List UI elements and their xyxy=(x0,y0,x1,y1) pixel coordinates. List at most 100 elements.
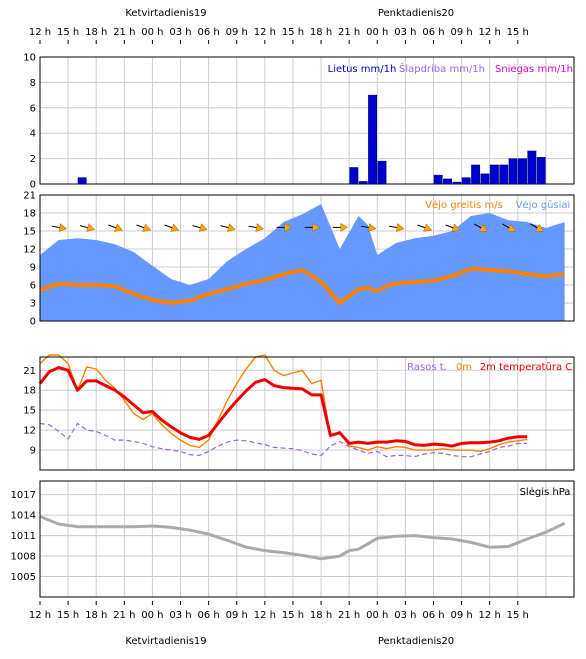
time-tick-bottom: 21 h xyxy=(113,610,135,621)
y-tick-label: 18 xyxy=(23,209,36,220)
day-label-bottom: Penktadienis20 xyxy=(378,636,454,647)
rain-bar xyxy=(499,164,509,185)
y-tick-label: 1017 xyxy=(11,490,36,501)
dew-point-legend: Rasos t. xyxy=(407,362,447,373)
wind-direction-arrow xyxy=(417,223,433,232)
rain-bar xyxy=(433,174,443,185)
arrow-head xyxy=(506,223,516,232)
arrow-head xyxy=(170,223,180,232)
rain-bar xyxy=(480,173,490,185)
wind-gust-area xyxy=(40,204,565,321)
wind-direction-arrow xyxy=(276,222,293,232)
time-tick-top: 21 h xyxy=(113,27,135,38)
time-tick-bottom: 12 h xyxy=(479,610,501,621)
rain-bar xyxy=(358,181,368,185)
y-tick-label: 1014 xyxy=(11,511,36,522)
time-tick-top: 12 h xyxy=(29,27,51,38)
y-tick-label: 1005 xyxy=(11,572,36,583)
y-tick-label: 0 xyxy=(30,180,36,191)
arrow-head xyxy=(534,223,544,232)
time-tick-bottom: 03 h xyxy=(169,610,191,621)
time-tick-bottom: 00 h xyxy=(141,610,163,621)
day-label-top: Penktadienis20 xyxy=(378,8,454,19)
arrow-head xyxy=(451,223,461,232)
time-tick-top: 03 h xyxy=(394,27,416,38)
wind-direction-arrow xyxy=(473,223,488,232)
time-tick-top: 12 h xyxy=(254,27,276,38)
time-tick-bottom: 06 h xyxy=(198,610,220,621)
y-tick-label: 9 xyxy=(30,263,36,274)
time-tick-top: 15 h xyxy=(57,27,79,38)
wind-direction-arrow xyxy=(502,223,516,232)
wind-speed-line xyxy=(39,266,565,305)
rain-bar xyxy=(536,157,546,185)
wind-direction-arrow xyxy=(51,223,68,232)
y-tick-label: 1008 xyxy=(11,552,36,563)
time-tick-bottom: 15 h xyxy=(57,610,79,621)
wind-direction-arrow xyxy=(530,223,544,232)
y-tick-label: 0 xyxy=(30,317,36,328)
wind-speed-legend: Vėjo greitis m/s xyxy=(425,200,503,211)
y-tick-label: 18 xyxy=(23,386,36,397)
time-tick-bottom: 09 h xyxy=(226,610,248,621)
wind-direction-arrow xyxy=(220,223,236,232)
wind-direction-arrow xyxy=(332,222,349,232)
time-tick-top: 00 h xyxy=(366,27,388,38)
time-tick-top: 09 h xyxy=(450,27,472,38)
arrow-head xyxy=(58,223,68,232)
time-tick-bottom: 21 h xyxy=(338,610,360,621)
wind-gust-legend: Vėjo gūsiai xyxy=(516,200,571,211)
y-tick-label: 21 xyxy=(23,191,36,202)
time-tick-top: 18 h xyxy=(310,27,332,38)
time-tick-bottom: 00 h xyxy=(366,610,388,621)
wind-direction-arrow xyxy=(164,223,180,232)
y-tick-label: 6 xyxy=(30,103,36,114)
y-tick-label: 9 xyxy=(30,446,36,457)
panel-frame xyxy=(39,356,575,471)
wind-direction-arrow xyxy=(108,223,123,232)
time-tick-top: 12 h xyxy=(479,27,501,38)
wind-direction-arrow xyxy=(445,223,461,232)
arrow-head xyxy=(142,223,152,232)
time-tick-bottom: 12 h xyxy=(29,610,51,621)
time-tick-top: 18 h xyxy=(85,27,107,38)
rain-bar xyxy=(368,94,378,185)
rain-bar xyxy=(489,164,499,185)
temp-2m-line xyxy=(38,366,528,448)
panel-frame xyxy=(39,56,575,185)
pressure-line xyxy=(39,515,566,561)
time-tick-top: 21 h xyxy=(338,27,360,38)
y-tick-label: 12 xyxy=(23,426,36,437)
y-tick-label: 10 xyxy=(23,53,36,64)
y-tick-label: 12 xyxy=(23,245,36,256)
rain-bar xyxy=(527,150,537,185)
panel-frame xyxy=(39,480,575,598)
time-tick-bottom: 03 h xyxy=(394,610,416,621)
temp-0m-line xyxy=(39,354,528,453)
wind-direction-arrow xyxy=(389,223,405,232)
time-tick-top: 06 h xyxy=(422,27,444,38)
wind-direction-arrow xyxy=(79,223,96,232)
rain-bar xyxy=(377,160,387,185)
rain-bar xyxy=(461,177,471,185)
time-tick-bottom: 18 h xyxy=(85,610,107,621)
y-tick-label: 3 xyxy=(30,299,36,310)
time-tick-top: 15 h xyxy=(507,27,529,38)
time-tick-top: 00 h xyxy=(141,27,163,38)
precip-legend-0: Lietus mm/1h xyxy=(328,64,397,75)
time-tick-top: 15 h xyxy=(282,27,304,38)
arrow-head xyxy=(395,223,405,232)
wind-direction-arrow xyxy=(248,223,264,232)
rain-bar xyxy=(349,167,359,185)
arrow-head xyxy=(423,223,433,232)
y-tick-label: 15 xyxy=(23,227,36,238)
arrow-head xyxy=(340,222,349,232)
y-tick-label: 6 xyxy=(30,281,36,292)
y-tick-label: 8 xyxy=(30,78,36,89)
y-tick-label: 4 xyxy=(30,129,36,140)
time-tick-top: 03 h xyxy=(169,27,191,38)
rain-bar xyxy=(471,164,481,185)
arrow-head xyxy=(312,222,321,232)
arrow-head xyxy=(86,223,96,232)
